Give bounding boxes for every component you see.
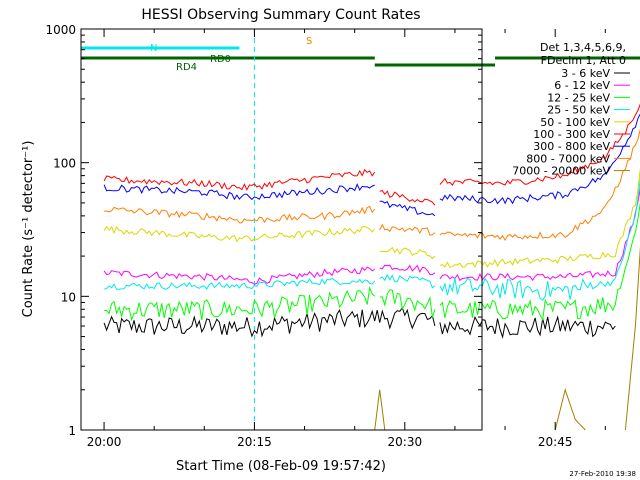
axis-ticks xyxy=(81,29,606,431)
series-line-8 xyxy=(374,389,386,431)
y-tick-label: 100 xyxy=(53,157,76,171)
series-line-8 xyxy=(624,245,640,431)
legend-label: 7000 - 20000 keV xyxy=(512,165,610,178)
series-line-6 xyxy=(379,200,436,217)
series-line-2 xyxy=(379,289,436,318)
legend-header-1: Det 1,3,4,5,6,9, xyxy=(540,41,626,54)
legend-label: 25 - 50 keV xyxy=(547,104,610,117)
flag-label-rd4: RD4 xyxy=(176,62,197,73)
series-line-5 xyxy=(103,168,376,191)
flag-label-saa: S xyxy=(306,36,312,47)
series-lines xyxy=(103,103,640,431)
x-axis-label: Start Time (08-Feb-09 19:57:42) xyxy=(176,459,386,474)
series-line-7 xyxy=(104,205,376,224)
series-line-0 xyxy=(439,315,616,339)
x-tick-label: 20:45 xyxy=(538,435,573,449)
legend: Det 1,3,4,5,6,9, FDecim 1, Att 0 3 - 6 k… xyxy=(512,41,630,178)
series-line-5 xyxy=(379,190,436,206)
x-tick-label: 20:30 xyxy=(388,435,423,449)
legend-label: 100 - 300 keV xyxy=(533,128,610,141)
y-tick-labels: 1 10 100 1000 xyxy=(45,23,76,438)
series-line-4 xyxy=(439,167,640,268)
series-line-2 xyxy=(439,201,640,322)
y-tick-label: 1 xyxy=(68,424,76,438)
series-line-1 xyxy=(439,187,640,282)
series-line-6 xyxy=(103,183,375,201)
series-line-1 xyxy=(103,266,376,285)
series-line-6 xyxy=(439,113,640,205)
legend-label: 12 - 25 keV xyxy=(547,91,610,104)
flag-label-night: N xyxy=(150,43,157,54)
series-line-3 xyxy=(439,177,640,301)
series-line-0 xyxy=(103,306,436,338)
x-tick-label: 20:00 xyxy=(87,435,122,449)
legend-label: 3 - 6 keV xyxy=(561,67,610,80)
chart-title: HESSI Observing Summary Count Rates xyxy=(141,7,420,23)
x-tick-label: 20:15 xyxy=(237,435,272,449)
series-line-3 xyxy=(379,273,436,289)
flag-bars xyxy=(81,46,640,67)
y-axis-label: Count Rate (s⁻¹ detector⁻¹) xyxy=(21,141,36,318)
footer-date: 27-Feb-2010 19:38 xyxy=(569,470,636,478)
series-line-2 xyxy=(104,286,376,322)
series-line-7 xyxy=(439,128,640,242)
series-line-5 xyxy=(439,103,640,186)
legend-label: 300 - 800 keV xyxy=(533,140,610,153)
series-line-3 xyxy=(103,277,376,290)
series-line-8 xyxy=(554,388,586,431)
flag-vertical-lines xyxy=(253,29,255,430)
y-tick-label: 1000 xyxy=(45,23,76,37)
series-line-1 xyxy=(379,264,436,276)
series-line-4 xyxy=(379,246,436,260)
plot-frame xyxy=(80,28,483,431)
legend-header-2: FDecim 1, Att 0 xyxy=(541,54,626,67)
y-tick-label: 10 xyxy=(61,290,76,304)
series-line-4 xyxy=(103,225,376,243)
flag-label-rd0: RD0 xyxy=(210,54,231,65)
legend-label: 6 - 12 keV xyxy=(554,79,610,92)
legend-label: 800 - 7000 keV xyxy=(526,152,610,165)
legend-label: 50 - 100 keV xyxy=(540,116,610,129)
series-line-7 xyxy=(379,223,436,236)
